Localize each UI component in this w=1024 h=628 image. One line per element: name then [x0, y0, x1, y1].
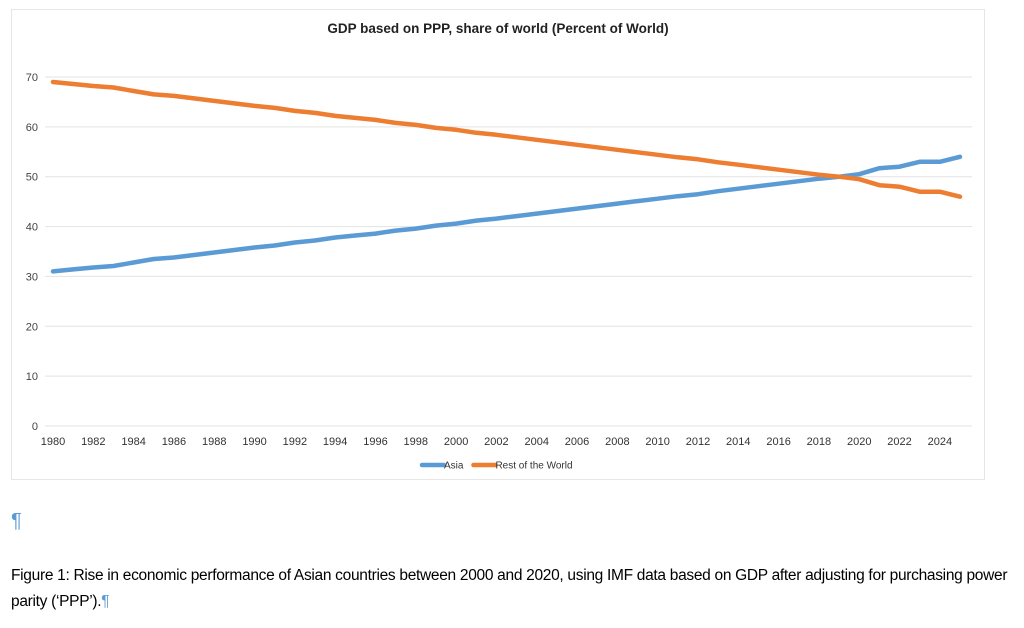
line-chart: GDP based on PPP, share of world (Percen…	[26, 21, 972, 472]
y-tick-label: 0	[32, 421, 38, 433]
paragraph-mark: ¶	[101, 593, 110, 610]
x-tick-label: 1992	[283, 436, 307, 448]
x-tick-label: 2002	[484, 436, 508, 448]
x-tick-label: 1988	[202, 436, 226, 448]
x-tick-label: 1998	[404, 436, 428, 448]
empty-paragraph-mark: ¶	[11, 510, 22, 532]
x-tick-label: 2010	[645, 436, 669, 448]
chart-container[interactable]: GDP based on PPP, share of world (Percen…	[11, 9, 985, 480]
x-tick-label: 2016	[766, 436, 790, 448]
y-tick-label: 70	[26, 72, 38, 84]
x-tick-label: 1994	[323, 436, 347, 448]
x-tick-label: 2022	[887, 436, 911, 448]
x-tick-label: 1986	[162, 436, 186, 448]
x-tick-label: 1984	[121, 436, 145, 448]
y-tick-label: 10	[26, 371, 38, 383]
x-tick-label: 2018	[807, 436, 831, 448]
legend-item[interactable]: Rest of the World	[471, 461, 573, 472]
x-tick-label: 1980	[41, 436, 65, 448]
x-tick-label: 2024	[928, 436, 952, 448]
x-tick-label: 1982	[81, 436, 105, 448]
y-tick-label: 60	[26, 122, 38, 134]
x-tick-label: 2008	[605, 436, 629, 448]
legend-label: Rest of the World	[495, 461, 572, 472]
figure-caption[interactable]: Figure 1: Rise in economic performance o…	[11, 563, 1011, 615]
chart-title: GDP based on PPP, share of world (Percen…	[327, 21, 668, 36]
x-tick-label: 2006	[565, 436, 589, 448]
y-tick-label: 40	[26, 222, 38, 234]
x-tick-label: 2012	[686, 436, 710, 448]
y-tick-label: 30	[26, 271, 38, 283]
series-line-rest-of-the-world	[50, 79, 963, 199]
legend-item[interactable]: Asia	[419, 461, 464, 472]
y-tick-label: 50	[26, 172, 38, 184]
x-tick-label: 2020	[847, 436, 871, 448]
x-tick-label: 2000	[444, 436, 468, 448]
x-tick-label: 1996	[363, 436, 387, 448]
x-tick-label: 2014	[726, 436, 750, 448]
caption-text: Figure 1: Rise in economic performance o…	[11, 567, 1008, 610]
legend-label: Asia	[444, 461, 464, 472]
series-line-asia	[50, 154, 963, 274]
x-tick-label: 1990	[242, 436, 266, 448]
y-tick-label: 20	[26, 321, 38, 333]
x-tick-label: 2004	[524, 436, 548, 448]
